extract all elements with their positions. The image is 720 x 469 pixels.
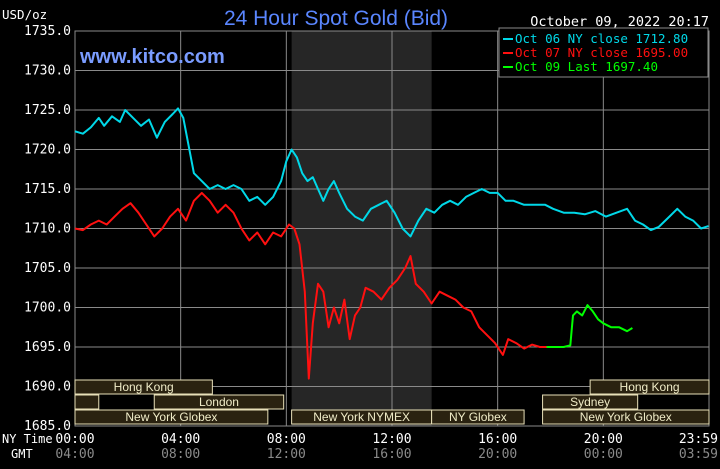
x-tick-gmt: 12:00 — [267, 447, 306, 462]
y-tick-label: 1710.0 — [24, 222, 71, 237]
session-label: Sydney — [570, 395, 610, 409]
legend: Oct 06 NY close 1712.80 Oct 07 NY close … — [498, 27, 709, 78]
series-line-oct-06 — [74, 107, 709, 238]
x-tick-labels: 00:0004:0004:0008:0008:0012:0012:0016:00… — [55, 432, 718, 462]
session-label: NY Globex — [449, 410, 507, 424]
session-label: Hong Kong — [114, 380, 174, 394]
session-bar — [589, 379, 710, 395]
session-bar — [74, 379, 213, 395]
session-bar — [542, 394, 639, 410]
session-label: London — [199, 395, 239, 409]
legend-label-oct07: Oct 07 NY close 1695.00 — [515, 45, 688, 60]
y-tick-label: 1715.0 — [24, 182, 71, 197]
series-line-oct-09 — [546, 304, 633, 348]
y-tick-label: 1695.0 — [24, 340, 71, 355]
y-tick-label: 1735.0 — [24, 24, 71, 39]
x-tick-gmt: 20:00 — [478, 447, 517, 462]
session-label: Hong Kong — [620, 380, 680, 394]
chart-title: 24 Hour Spot Gold (Bid) — [224, 7, 448, 30]
watermark: www.kitco.com — [79, 46, 225, 68]
x-tick-gmt: 03:59 — [679, 447, 718, 462]
price-series — [74, 107, 709, 380]
session-label: New York Globex — [125, 410, 217, 424]
session-bar — [153, 394, 285, 410]
y-tick-label: 1685.0 — [24, 419, 71, 434]
series-line-oct-07 — [74, 191, 547, 380]
y-tick-label: 1700.0 — [24, 301, 71, 316]
x-tick-ny: 04:00 — [161, 432, 200, 447]
timestamp: October 09, 2022 20:17 — [530, 14, 709, 30]
session-label: New York Globex — [580, 410, 672, 424]
y-tick-labels: 1735.0 1730.0 1725.0 1720.0 1715.0 1710.0 1705… — [24, 24, 71, 434]
x-tick-gmt: 16:00 — [372, 447, 411, 462]
x-tick-ny: 00:00 — [55, 432, 94, 447]
legend-label-oct06: Oct 06 NY close 1712.80 — [515, 31, 688, 46]
ny-time-row-label: NY Time — [2, 432, 53, 446]
x-tick-gmt: 08:00 — [161, 447, 200, 462]
y-tick-label: 1725.0 — [24, 103, 71, 118]
y-axis-unit: USD/oz — [2, 7, 47, 22]
x-tick-gmt: 00:00 — [584, 447, 623, 462]
gmt-row-label: GMT — [11, 447, 33, 461]
y-tick-label: 1690.0 — [24, 380, 71, 395]
x-tick-gmt: 04:00 — [55, 447, 94, 462]
x-tick-ny: 08:00 — [267, 432, 306, 447]
y-tick-label: 1720.0 — [24, 143, 71, 158]
session-bar — [74, 409, 269, 425]
y-tick-label: 1705.0 — [24, 261, 71, 276]
x-tick-ny: 16:00 — [478, 432, 517, 447]
x-tick-ny: 23:59 — [679, 432, 718, 447]
session-bar — [542, 409, 710, 425]
x-tick-ny: 12:00 — [372, 432, 411, 447]
session-bar — [431, 409, 525, 425]
legend-box — [498, 27, 709, 78]
session-bar — [74, 394, 100, 410]
session-label: New York NYMEX — [313, 410, 410, 424]
legend-label-oct09: Oct 09 Last 1697.40 — [515, 59, 658, 74]
x-tick-ny: 20:00 — [584, 432, 623, 447]
y-tick-label: 1730.0 — [24, 64, 71, 79]
